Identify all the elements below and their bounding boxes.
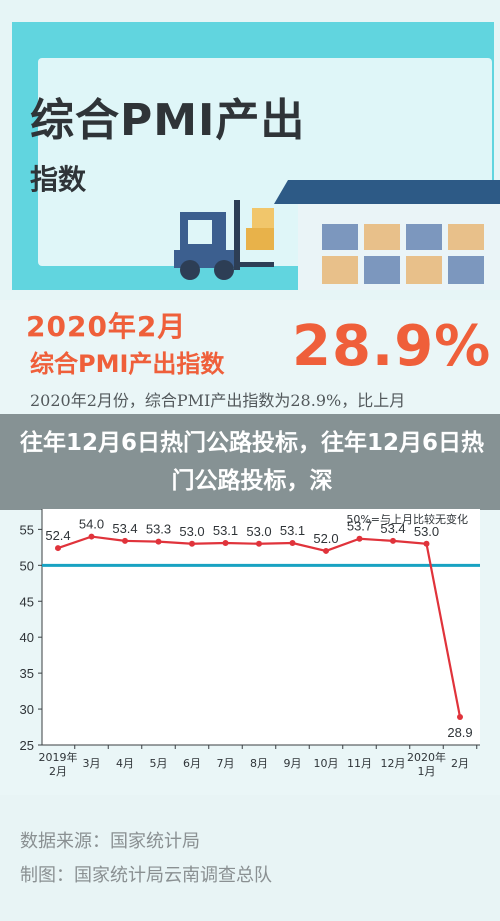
y-tick-label: 35 <box>20 666 34 681</box>
y-tick-label: 30 <box>20 702 34 717</box>
data-label: 52.4 <box>45 528 70 543</box>
data-point <box>222 540 229 547</box>
data-label: 53.0 <box>246 524 271 539</box>
x-tick-label: 8月 <box>250 757 268 770</box>
x-tick-label: 4月 <box>116 757 134 770</box>
plot-background <box>42 509 480 745</box>
data-label: 53.7 <box>347 519 372 534</box>
x-tick-label: 1月 <box>418 765 436 778</box>
x-tick-label: 12月 <box>381 757 406 770</box>
chart-credit: 制图：国家统计局云南调查总队 <box>20 865 272 886</box>
data-point <box>88 533 95 540</box>
x-tick-label: 7月 <box>217 757 235 770</box>
data-label: 53.1 <box>280 523 305 538</box>
x-tick-label: 9月 <box>284 757 302 770</box>
data-point <box>189 540 195 547</box>
data-label: 53.0 <box>179 524 204 539</box>
y-tick-label: 25 <box>20 738 34 753</box>
data-point <box>122 537 128 544</box>
description-text: 2020年2月份，综合PMI产出指数为28.9%，比上月 <box>30 391 406 410</box>
legend-label: 50%=与上月比较无变化 <box>346 512 468 526</box>
x-tick-label: 11月 <box>347 757 372 770</box>
x-tick-label: 2月 <box>49 765 67 778</box>
hero-title: 综合PMI产出 <box>30 95 306 146</box>
x-tick-label: 2月 <box>451 757 469 770</box>
data-label: 53.0 <box>414 524 439 539</box>
data-point <box>55 545 61 552</box>
data-label: 53.3 <box>146 522 171 537</box>
data-label: 53.4 <box>112 521 137 536</box>
y-tick-label: 50 <box>20 558 34 573</box>
y-tick-label: 55 <box>20 522 34 537</box>
data-source: 数据来源：国家统计局 <box>20 831 200 852</box>
y-tick-label: 40 <box>20 630 34 645</box>
hero-subtitle: 指数 <box>30 163 87 196</box>
data-point <box>423 540 430 547</box>
data-point <box>289 540 296 547</box>
forklift-illustration <box>174 180 500 290</box>
x-tick-label: 10月 <box>314 757 339 770</box>
data-label: 28.9 <box>447 725 472 740</box>
x-tick-label: 5月 <box>150 757 168 770</box>
hero-card <box>12 22 494 290</box>
x-tick-label: 6月 <box>183 757 201 770</box>
data-label: 53.4 <box>380 521 405 536</box>
data-point <box>256 540 262 547</box>
article-title: 往年12月6日热门公路投标，往年12月6日热门公路投标，深 <box>19 430 485 494</box>
y-tick-label: 45 <box>20 594 34 609</box>
data-label: 54.0 <box>79 517 104 532</box>
data-label: 52.0 <box>313 531 338 546</box>
data-point <box>155 538 162 545</box>
data-point <box>390 537 396 544</box>
data-point <box>457 713 463 720</box>
data-point <box>356 535 363 542</box>
headline-date: 2020年2月 <box>26 310 187 343</box>
data-point <box>323 547 329 554</box>
hero-banner: 综合PMI产出 指数 <box>0 0 500 300</box>
data-label: 53.1 <box>213 523 238 538</box>
headline-value: 28.9% <box>292 314 492 379</box>
article-title-overlay: 往年12月6日热门公路投标，往年12月6日热门公路投标，深 <box>0 414 500 510</box>
headline-indicator: 综合PMI产出指数 <box>30 350 225 378</box>
x-tick-label: 2020年 <box>407 750 446 764</box>
x-tick-label: 2019年 <box>39 750 78 764</box>
x-tick-label: 3月 <box>83 757 101 770</box>
footer: 数据来源：国家统计局 制图：国家统计局云南调查总队 <box>0 795 500 921</box>
